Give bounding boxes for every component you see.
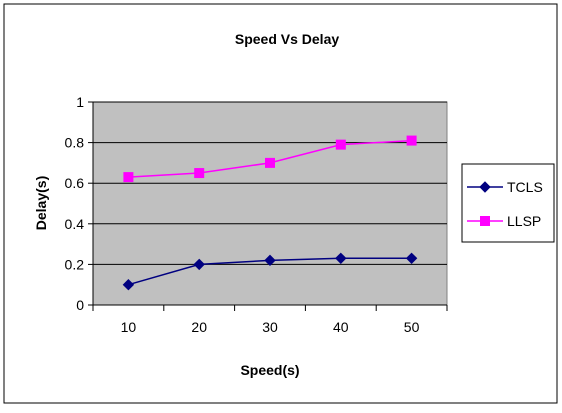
legend-marker-llsp <box>480 216 490 226</box>
legend-marker-tcls <box>479 181 491 193</box>
y-tick-label: 0.2 <box>65 256 85 272</box>
data-point-tcls <box>193 258 205 271</box>
y-axis-ticks: 0 0.2 0.4 0.6 0.8 1 <box>65 94 93 313</box>
data-point-tcls <box>122 278 135 291</box>
legend-label: TCLS <box>507 179 543 195</box>
x-tick-label: 30 <box>262 319 278 335</box>
x-tick-label: 40 <box>333 319 349 335</box>
legend-label: LLSP <box>507 213 541 229</box>
y-tick-label: 0.4 <box>65 216 85 232</box>
series-tcls <box>122 252 418 291</box>
data-point-llsp <box>123 172 134 183</box>
y-tick-label: 0.8 <box>65 135 85 151</box>
x-tick-label: 50 <box>404 319 420 335</box>
data-point-tcls <box>335 252 347 265</box>
data-point-tcls <box>264 254 276 267</box>
axes <box>92 102 447 306</box>
legend-box <box>461 163 555 243</box>
y-tick-label: 0.6 <box>65 175 85 191</box>
x-axis-ticks: 10 20 30 40 50 <box>92 305 448 335</box>
gridlines <box>93 101 447 265</box>
x-axis-label: Speed(s) <box>240 362 299 378</box>
legend: TCLS LLSP <box>467 179 543 229</box>
data-point-llsp <box>265 157 275 168</box>
data-point-llsp <box>194 168 205 179</box>
plot-area <box>92 101 448 306</box>
y-tick-label: 1 <box>76 94 84 110</box>
chart-title: Speed Vs Delay <box>235 31 339 47</box>
x-tick-label: 10 <box>121 319 137 335</box>
data-point-llsp <box>406 135 417 146</box>
legend-item-tcls: TCLS <box>467 179 543 195</box>
data-point-llsp <box>335 139 346 150</box>
y-axis-label: Delay(s) <box>33 176 49 230</box>
y-tick-label: 0 <box>76 297 84 313</box>
series-llsp <box>123 135 417 183</box>
series <box>122 135 418 291</box>
data-point-tcls <box>405 252 418 265</box>
legend-item-llsp: LLSP <box>467 213 541 229</box>
x-tick-label: 20 <box>191 319 207 335</box>
